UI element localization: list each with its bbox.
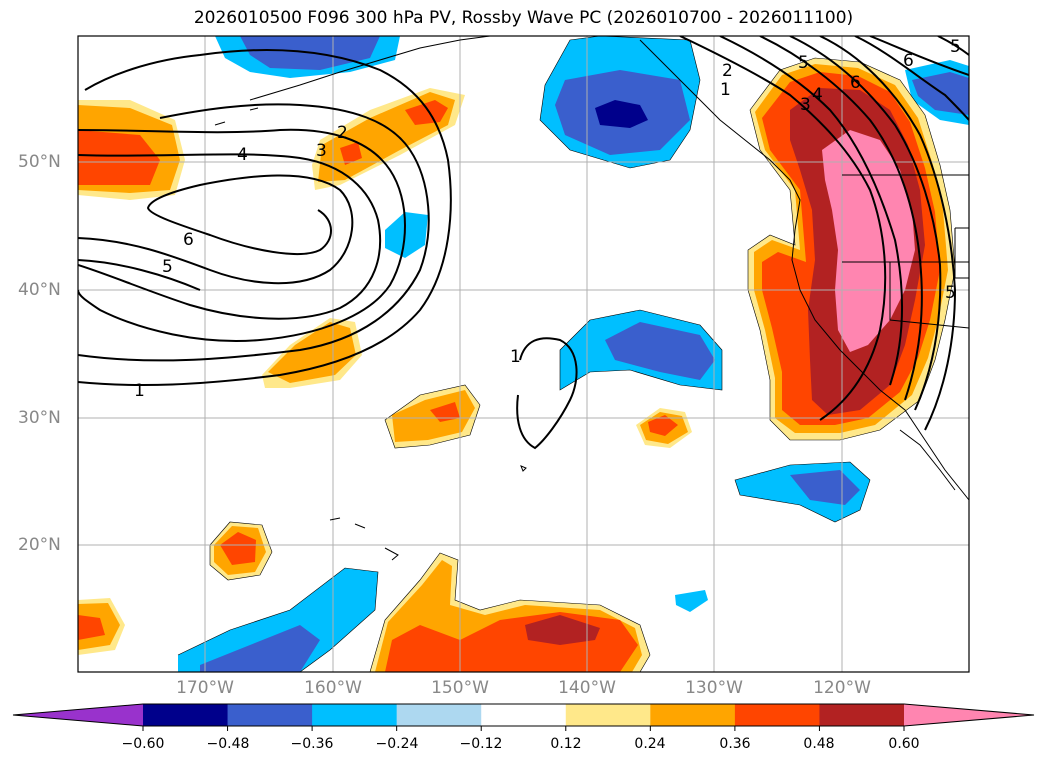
contour-label: 4: [812, 85, 823, 105]
contour-label: 6: [903, 51, 914, 71]
contour-label: 1: [720, 80, 731, 100]
plot-area: 1 2 3 4 5 6 1 2 3 4 5 6 5 1 5 6: [78, 36, 969, 672]
colorbar-tick-label: −0.48: [206, 736, 250, 752]
lat-label-20n: 20°N: [18, 535, 61, 555]
colorbar-segment: [734, 704, 820, 726]
lon-label-150w: 150°W: [431, 678, 489, 698]
colorbar-segment: [819, 704, 905, 726]
colorbar-tick-label: 0.12: [550, 736, 582, 752]
coastlines: [214, 36, 969, 561]
map-title: 2026010500 F096 300 hPa PV, Rossby Wave …: [193, 8, 854, 28]
colorbar-tick-label: −0.24: [375, 736, 419, 752]
colorbar: [12, 703, 1035, 731]
colorbar-tick-label: 0.36: [719, 736, 751, 752]
contour-label: 5: [162, 257, 173, 277]
colorbar-segments: [143, 704, 905, 726]
colorbar-tick-label: 0.24: [634, 736, 666, 752]
contour-labels: 1 2 3 4 5 6 1 2 3 4 5 6 5 1 5 6: [134, 37, 961, 401]
colorbar-tick-label: −0.60: [121, 736, 165, 752]
contour-label: 1: [134, 381, 145, 401]
lon-label-170w: 170°W: [176, 678, 234, 698]
lat-label-30n: 30°N: [18, 408, 61, 428]
colorbar-segment: [227, 704, 313, 726]
contour-label: 2: [722, 61, 733, 81]
colorbar-tick-label: −0.12: [459, 736, 503, 752]
colorbar-segment: [396, 704, 482, 726]
colorbar-extend-high: [904, 704, 1034, 726]
colorbar-segment: [650, 704, 736, 726]
colorbar-segment: [565, 704, 651, 726]
contour-label: 5: [798, 53, 809, 73]
anomaly-outlines: [177, 36, 956, 672]
colorbar-tick-label: 0.48: [803, 736, 835, 752]
colorbar-extend-low: [13, 704, 143, 726]
contour-label: 6: [850, 73, 861, 93]
colorbar-segment: [481, 704, 567, 726]
pv-contours: [78, 36, 969, 450]
negative-pv-anomalies: [178, 36, 969, 672]
colorbar-segment: [312, 704, 398, 726]
colorbar-tick-label: 0.60: [888, 736, 920, 752]
lat-label-40n: 40°N: [18, 280, 61, 300]
colorbar-segment: [143, 704, 229, 726]
lon-label-130w: 130°W: [685, 678, 743, 698]
colorbar-tick-label: −0.36: [290, 736, 334, 752]
lon-label-140w: 140°W: [558, 678, 616, 698]
positive-pv-anomalies: [78, 58, 955, 672]
lat-label-50n: 50°N: [18, 152, 61, 172]
contour-label: 2: [337, 123, 348, 143]
gridlines: [78, 36, 969, 672]
lon-label-120w: 120°W: [813, 678, 871, 698]
contour-label: 5: [950, 37, 961, 57]
lon-label-160w: 160°W: [304, 678, 362, 698]
contour-label: 4: [237, 145, 248, 165]
plot-frame: [77, 35, 970, 673]
contour-label: 6: [183, 230, 194, 250]
contour-label: 1: [510, 347, 521, 367]
contour-label: 5: [945, 283, 956, 303]
contour-label: 3: [800, 95, 811, 115]
contour-label: 3: [316, 141, 327, 161]
